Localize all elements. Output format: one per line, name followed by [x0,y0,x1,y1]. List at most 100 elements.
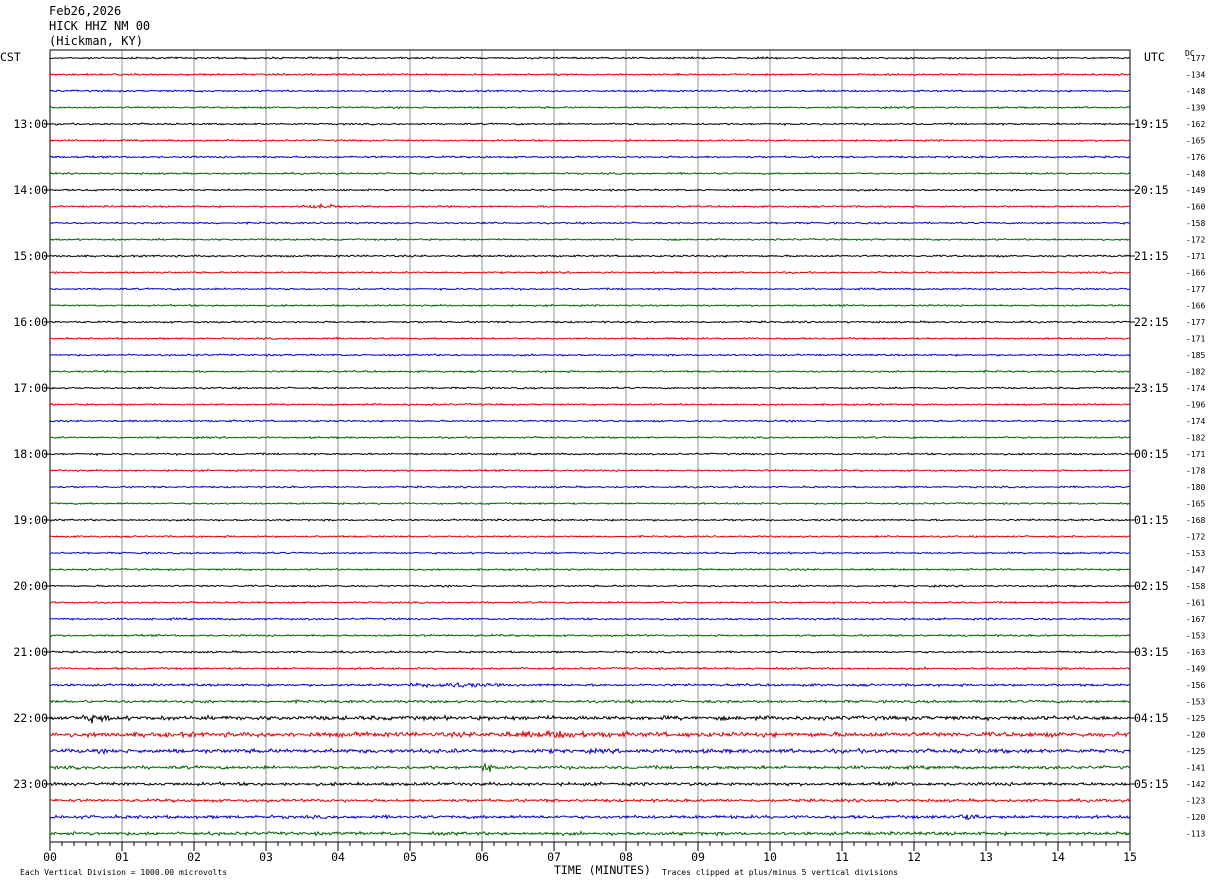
seismic-trace [49,534,1131,539]
chart-header: Feb26,2026 HICK HHZ NM 00 (Hickman, KY) [49,4,150,49]
dc-offset-label: -171 [1186,335,1205,344]
x-axis-title: TIME (MINUTES) [554,863,651,877]
dc-offset-label: -182 [1186,434,1205,443]
utc-hour-label: 04:15 [1134,711,1169,725]
seismic-trace [49,681,1131,689]
seismic-trace [49,551,1130,555]
seismic-trace [49,762,1131,773]
x-tick-label: 15 [1123,850,1137,864]
seismic-trace [49,287,1131,292]
x-tick-label: 10 [763,850,777,864]
seismic-trace [49,617,1131,621]
seismic-trace [49,468,1131,473]
dc-offset-label: -147 [1186,566,1205,575]
seismic-trace [50,747,1131,756]
dc-offset-label: -149 [1186,186,1205,195]
dc-offset-label: -158 [1186,219,1205,228]
seismic-trace [50,830,1131,837]
seismic-trace [49,122,1131,127]
cst-hour-label: 19:00 [13,513,48,527]
dc-offset-label: -149 [1186,665,1205,674]
seismic-trace [49,270,1130,275]
dc-offset-label: -171 [1186,252,1205,261]
dc-offset-label: -185 [1186,351,1205,360]
seismic-trace [49,171,1131,176]
dc-offset-label: -165 [1186,500,1205,509]
x-tick-label: 08 [619,850,633,864]
seismic-trace [49,237,1131,242]
x-tick-label: 13 [979,850,993,864]
dc-offset-label: -166 [1186,269,1205,278]
date-label: Feb26,2026 [49,4,122,18]
x-tick-label: 04 [331,850,345,864]
x-tick-label: 14 [1051,850,1065,864]
dc-offset-label: -139 [1186,104,1205,113]
seismic-trace [49,188,1131,192]
seismic-trace [49,154,1131,160]
dc-offset-label: -153 [1186,549,1205,558]
seismic-trace [49,584,1131,588]
dc-offset-label: -123 [1186,797,1205,806]
dc-offset-label: -148 [1186,170,1205,179]
utc-hour-label: 02:15 [1134,579,1169,593]
clip-note: Traces clipped at plus/minus 5 vertical … [662,868,899,877]
x-tick-label: 12 [907,850,921,864]
dc-offset-label: -134 [1186,71,1205,80]
seismic-trace [49,105,1131,110]
dc-offset-label: -180 [1186,483,1205,492]
dc-offset-label: -174 [1186,417,1205,426]
dc-offset-label: -153 [1186,632,1205,641]
seismic-trace [49,56,1131,60]
cst-hour-label: 21:00 [13,645,48,659]
dc-offset-label: -120 [1186,731,1205,740]
x-tick-label: 03 [259,850,273,864]
dc-offset-label: -177 [1186,318,1205,327]
cst-hour-label: 17:00 [13,381,48,395]
seismic-trace [49,89,1131,93]
dc-offset-label: -182 [1186,368,1205,377]
seismic-trace [49,518,1130,522]
seismic-trace [49,369,1130,374]
utc-hour-label: 00:15 [1134,447,1169,461]
dc-offset-label: -125 [1186,714,1205,723]
dc-offset-label: -178 [1186,467,1205,476]
dc-offset-label: -153 [1186,698,1205,707]
dc-offset-label: -174 [1186,384,1205,393]
plot-frame [49,49,1131,843]
station-label: HICK HHZ NM 00 [49,19,151,33]
seismic-trace [49,386,1131,390]
dc-offset-label: -162 [1186,120,1205,129]
seismic-trace [49,138,1131,143]
seismic-trace [49,649,1131,654]
dc-offset-label: -160 [1186,203,1205,212]
x-tick-label: 01 [115,850,129,864]
seismic-trace [49,780,1131,788]
seismic-trace [49,336,1131,341]
x-tick-label: 05 [403,850,417,864]
x-tick-label: 07 [547,850,561,864]
dc-offset-label: -141 [1186,764,1205,773]
dc-offset-label: -113 [1186,830,1205,839]
dc-offset-label: -196 [1186,401,1205,410]
utc-hour-label: 05:15 [1134,777,1169,791]
scale-note: Each Vertical Division = 1000.00 microvo… [20,868,228,877]
utc-hour-label: 01:15 [1134,513,1169,527]
dc-offset-label: -167 [1186,615,1205,624]
location-label: (Hickman, KY) [49,34,143,48]
dc-offset-label: -125 [1186,747,1205,756]
seismic-trace [49,713,1131,724]
seismic-trace [49,567,1131,572]
cst-hour-label: 13:00 [13,117,48,131]
dc-offset-label: -142 [1186,780,1205,789]
seismic-trace [49,435,1131,440]
seismic-trace [49,600,1131,605]
cst-hour-label: 18:00 [13,447,48,461]
seismic-trace [49,501,1131,506]
utc-hour-label: 19:15 [1134,117,1169,131]
dc-offset-label: -177 [1186,54,1205,63]
left-axis-title: CST [0,50,21,64]
seismic-trace [49,729,1131,739]
seismic-trace [49,72,1131,77]
seismic-trace [50,402,1131,407]
